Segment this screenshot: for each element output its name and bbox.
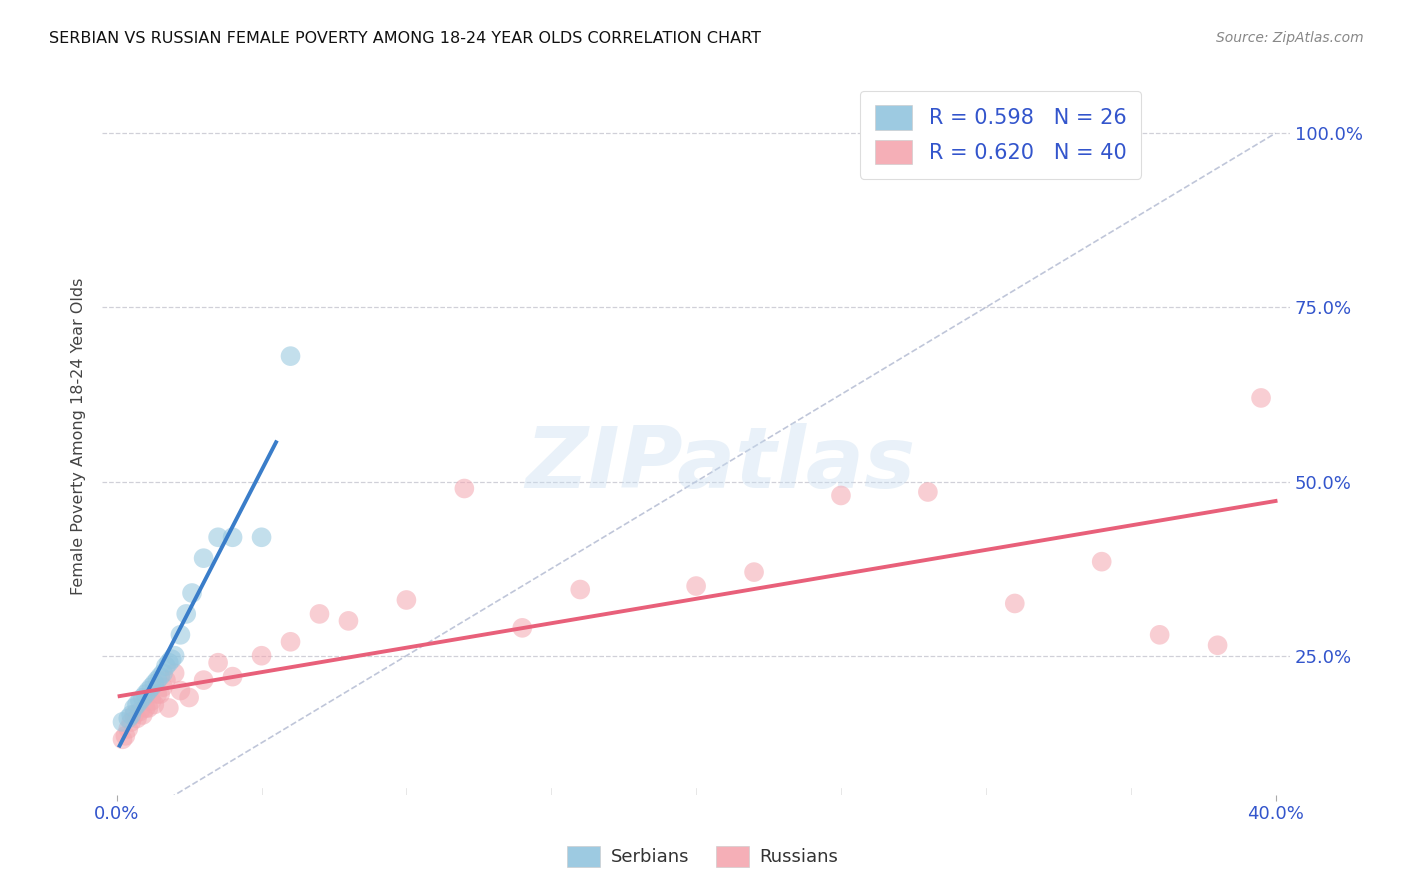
Point <box>132 708 155 723</box>
Point <box>1004 597 1026 611</box>
Point <box>141 694 163 708</box>
Point <box>193 673 215 687</box>
Point <box>111 732 134 747</box>
Point <box>569 582 592 597</box>
Text: SERBIAN VS RUSSIAN FEMALE POVERTY AMONG 18-24 YEAR OLDS CORRELATION CHART: SERBIAN VS RUSSIAN FEMALE POVERTY AMONG … <box>49 31 761 46</box>
Point <box>155 659 177 673</box>
Point <box>146 687 169 701</box>
Point <box>169 683 191 698</box>
Point <box>221 530 243 544</box>
Point <box>117 722 139 736</box>
Point <box>163 666 186 681</box>
Point <box>120 708 142 723</box>
Legend: R = 0.598   N = 26, R = 0.620   N = 40: R = 0.598 N = 26, R = 0.620 N = 40 <box>860 91 1142 178</box>
Point <box>128 705 150 719</box>
Point <box>174 607 197 621</box>
Point <box>122 701 145 715</box>
Text: Source: ZipAtlas.com: Source: ZipAtlas.com <box>1216 31 1364 45</box>
Point <box>157 701 180 715</box>
Point <box>160 652 183 666</box>
Point <box>125 698 148 712</box>
Point <box>146 673 169 687</box>
Point <box>1206 638 1229 652</box>
Point <box>742 565 765 579</box>
Legend: Serbians, Russians: Serbians, Russians <box>560 838 846 874</box>
Point <box>111 714 134 729</box>
Point <box>308 607 330 621</box>
Point <box>510 621 533 635</box>
Y-axis label: Female Poverty Among 18-24 Year Olds: Female Poverty Among 18-24 Year Olds <box>72 277 86 595</box>
Point <box>152 666 174 681</box>
Point <box>1149 628 1171 642</box>
Point <box>157 656 180 670</box>
Point <box>135 701 157 715</box>
Point <box>181 586 204 600</box>
Point <box>122 708 145 723</box>
Point <box>250 530 273 544</box>
Point <box>128 694 150 708</box>
Point <box>1250 391 1272 405</box>
Point <box>830 488 852 502</box>
Point <box>917 485 939 500</box>
Point <box>120 714 142 729</box>
Point <box>125 711 148 725</box>
Point <box>135 687 157 701</box>
Point <box>280 349 302 363</box>
Point <box>280 634 302 648</box>
Point <box>207 656 229 670</box>
Point <box>453 482 475 496</box>
Point <box>152 680 174 694</box>
Point <box>685 579 707 593</box>
Point <box>114 729 136 743</box>
Point <box>337 614 360 628</box>
Point <box>138 701 160 715</box>
Point <box>155 673 177 687</box>
Point <box>395 593 418 607</box>
Point <box>193 551 215 566</box>
Point <box>169 628 191 642</box>
Point <box>1091 555 1114 569</box>
Point <box>141 680 163 694</box>
Point <box>132 690 155 705</box>
Point <box>117 711 139 725</box>
Text: ZIPatlas: ZIPatlas <box>524 424 915 507</box>
Point <box>149 687 172 701</box>
Point <box>143 676 166 690</box>
Point <box>163 648 186 663</box>
Point <box>179 690 201 705</box>
Point <box>207 530 229 544</box>
Point <box>138 683 160 698</box>
Point <box>221 670 243 684</box>
Point <box>149 670 172 684</box>
Point <box>143 698 166 712</box>
Point <box>250 648 273 663</box>
